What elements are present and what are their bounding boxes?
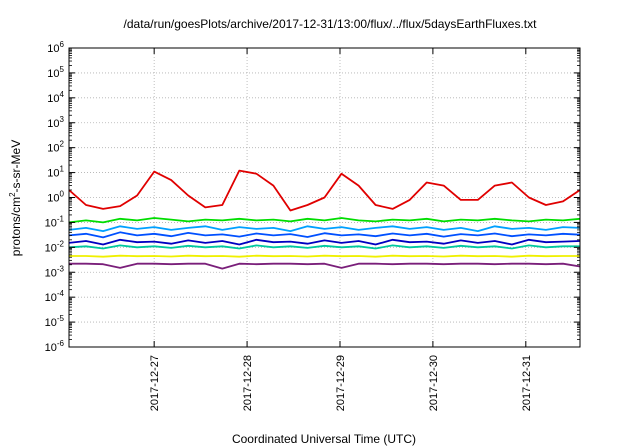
y-tick-label: 100	[47, 190, 64, 205]
x-axis-label: Coordinated Universal Time (UTC)	[232, 432, 416, 446]
x-tick-label: 2017-12-28	[242, 355, 254, 411]
series-line-3	[68, 225, 581, 233]
series-line-1	[68, 169, 581, 212]
series-line-5	[68, 238, 581, 246]
axis-ticks: 10-6 10-5 10-4 10-3 10-2 10-1 100 101 102 103 104 1…	[45, 40, 580, 411]
y-tick-label: 10-6	[45, 339, 65, 354]
svg-text:protons/cm2-s-sr-MeV: protons/cm2-s-sr-MeV	[8, 140, 23, 256]
y-axis-label-prefix: protons/cm	[9, 197, 23, 256]
series-line-6	[68, 244, 580, 250]
x-tick-label: 2017-12-31	[521, 355, 533, 411]
y-tick-label: 103	[47, 115, 64, 130]
x-tick-label: 2017-12-30	[428, 355, 440, 411]
y-axis-label: protons/cm2-s-sr-MeV	[8, 140, 23, 256]
y-tick-label: 102	[47, 140, 64, 155]
series-line-8	[69, 262, 581, 270]
y-tick-label: 104	[47, 90, 64, 105]
series-lines	[68, 169, 581, 270]
y-axis-label-sup: 2	[8, 192, 17, 197]
series-line-2	[68, 217, 581, 224]
y-axis-label-suffix: -s-sr-MeV	[9, 140, 23, 193]
series-line-4	[68, 231, 581, 239]
y-tick-label: 105	[47, 65, 64, 80]
chart-title: /data/run/goesPlots/archive/2017-12-31/1…	[124, 17, 538, 31]
y-tick-label: 106	[47, 40, 64, 55]
series-line-7	[69, 254, 580, 258]
y-tick-label: 101	[47, 165, 64, 180]
y-tick-label: 10-1	[45, 214, 65, 229]
x-tick-label: 2017-12-27	[149, 355, 161, 411]
y-tick-label: 10-5	[45, 314, 65, 329]
x-tick-label: 2017-12-29	[335, 355, 347, 411]
y-tick-label: 10-4	[45, 289, 65, 304]
y-tick-label: 10-3	[45, 264, 65, 279]
y-tick-label: 10-2	[45, 239, 65, 254]
